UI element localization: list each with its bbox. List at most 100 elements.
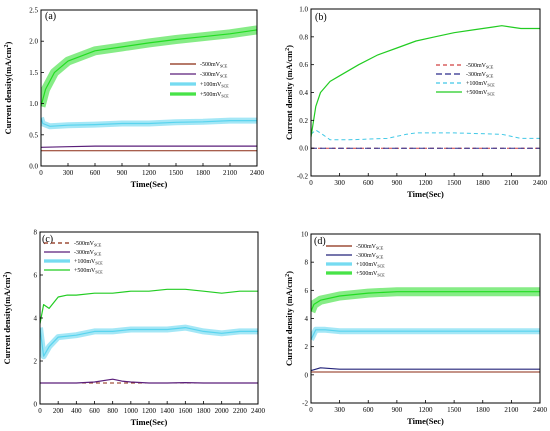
x-tick-label: 0 (309, 179, 313, 187)
y-tick-label: 8 (34, 229, 38, 237)
x-tick-label: 2200 (233, 407, 248, 415)
y-axis-label: Current density(mA/cm2) (2, 271, 12, 364)
legend-label-main: +500mV (74, 268, 96, 274)
y-tick-label: 0 (34, 401, 38, 409)
y-tick-label: 0.0 (29, 163, 38, 171)
x-tick-label: 600 (363, 406, 374, 414)
y-axis-label: Current density(mA/cm2) (3, 41, 13, 134)
x-tick-label: 1400 (160, 407, 175, 415)
y-axis-label-sup: 2 (4, 44, 10, 47)
x-tick-label: 900 (392, 406, 403, 414)
plot-frame (310, 8, 541, 177)
chart-panel-d: 0 300 600 900 1200 1500 1800 2100 2400-20246810T… (284, 231, 548, 427)
series-line-2 (41, 117, 257, 127)
legend-label-sub: SCE (220, 74, 228, 79)
series-band-3 (311, 287, 540, 314)
series-line-2 (311, 129, 540, 141)
x-tick-label: 1800 (197, 407, 212, 415)
legend-label: -500mVSCE (356, 244, 384, 251)
series-line-3 (311, 291, 540, 312)
legend-label-main: +100mV (74, 259, 96, 265)
x-tick-label: 2400 (533, 179, 548, 187)
y-tick-label: 10 (301, 231, 309, 239)
series-line-1 (40, 378, 258, 384)
y-tick-label: 0.0 (299, 145, 308, 153)
x-tick-label: 1800 (476, 179, 491, 187)
y-axis-label-main: Current density(mA/cm (3, 47, 13, 134)
legend-label: -300mVSCE (466, 72, 494, 79)
y-tick-label: 0.4 (299, 89, 308, 97)
legend-label-sub: SCE (486, 65, 494, 70)
y-tick-label: 2 (305, 343, 309, 351)
x-tick-label: 600 (90, 169, 101, 177)
legend-label-main: -300mV (466, 72, 487, 78)
plot-frame (39, 231, 259, 405)
y-tick-label: 2 (34, 358, 38, 366)
y-tick-label: 2.0 (29, 38, 38, 46)
y-tick-label: 1.0 (29, 100, 38, 108)
series-group (40, 288, 258, 384)
y-tick-label: 1.0 (299, 6, 308, 14)
legend-label-main: -500mV (200, 62, 221, 68)
y-axis-label-main: Current density (mA/cm (284, 277, 294, 366)
x-tick-label: 800 (107, 407, 118, 415)
legend-label: +500mVSCE (200, 92, 229, 99)
legend-label: +500mVSCE (74, 268, 103, 275)
legend-label-sub: SCE (376, 246, 384, 251)
x-tick-label: 1800 (476, 406, 491, 414)
x-tick-label: 1200 (142, 407, 157, 415)
legend-label: +500mVSCE (356, 271, 385, 278)
panel-label: (b) (315, 12, 327, 23)
legend-label-sub: SCE (487, 92, 495, 97)
y-tick-label: 0.8 (299, 33, 308, 41)
legend-label-sub: SCE (94, 243, 102, 248)
x-tick-label: 1800 (196, 169, 211, 177)
legend-label-sub: SCE (220, 64, 228, 69)
y-axis-label: Current density (mA/cm2) (284, 271, 294, 366)
legend-label: -300mVSCE (74, 250, 102, 257)
legend-label-sub: SCE (377, 273, 385, 278)
legend-label-sub: SCE (221, 84, 229, 89)
x-tick-label: 1200 (419, 179, 434, 187)
legend-label: +100mVSCE (466, 81, 495, 88)
legend-label-sub: SCE (221, 94, 229, 99)
y-axis-label-sup: 2 (285, 48, 291, 51)
panel-label: (a) (45, 11, 56, 22)
plot-frame (310, 233, 541, 404)
legend-label: -500mVSCE (466, 63, 494, 70)
y-tick-label: 6 (34, 272, 38, 280)
y-tick-label: 8 (305, 259, 309, 267)
series-band-2 (40, 324, 258, 360)
x-tick-label: 2100 (223, 169, 238, 177)
x-tick-label: 0 (309, 406, 313, 414)
legend-label-main: -300mV (200, 72, 221, 78)
series-line-2 (40, 327, 258, 357)
x-tick-label: 2100 (504, 406, 519, 414)
x-axis-label: Time(Sec) (407, 416, 444, 426)
x-tick-label: 600 (89, 407, 100, 415)
legend-label: +100mVSCE (74, 259, 103, 266)
series-line-3 (311, 25, 540, 138)
x-tick-label: 1000 (124, 407, 139, 415)
y-axis-label-tail: ) (284, 45, 294, 48)
y-axis-label-sup: 2 (3, 274, 9, 277)
x-tick-label: 300 (334, 406, 345, 414)
legend-label-main: +500mV (356, 271, 378, 277)
x-tick-label: 2400 (533, 406, 548, 414)
y-axis-label-tail: ) (284, 271, 294, 274)
y-tick-label: 0.2 (299, 117, 308, 125)
series-line-3 (41, 29, 257, 107)
series-line-1 (311, 367, 540, 372)
x-tick-label: 1600 (178, 407, 193, 415)
legend-label-sub: SCE (487, 83, 495, 88)
legend-label: -300mVSCE (356, 253, 384, 260)
legend: -500mVSCE-300mVSCE+100mVSCE+500mVSCE (170, 62, 229, 99)
y-tick-label: 4 (34, 315, 38, 323)
y-axis-label-main: Current density (mA/cm (284, 51, 294, 140)
x-axis-label: Time(Sec) (131, 179, 168, 189)
x-tick-label: 1200 (142, 169, 157, 177)
legend-label-main: -300mV (356, 253, 377, 259)
x-tick-label: 1500 (447, 406, 462, 414)
chart-panel-c: 0 200 400 600 800 1000 1200 1400 1600 1800 2000 220… (2, 229, 266, 428)
